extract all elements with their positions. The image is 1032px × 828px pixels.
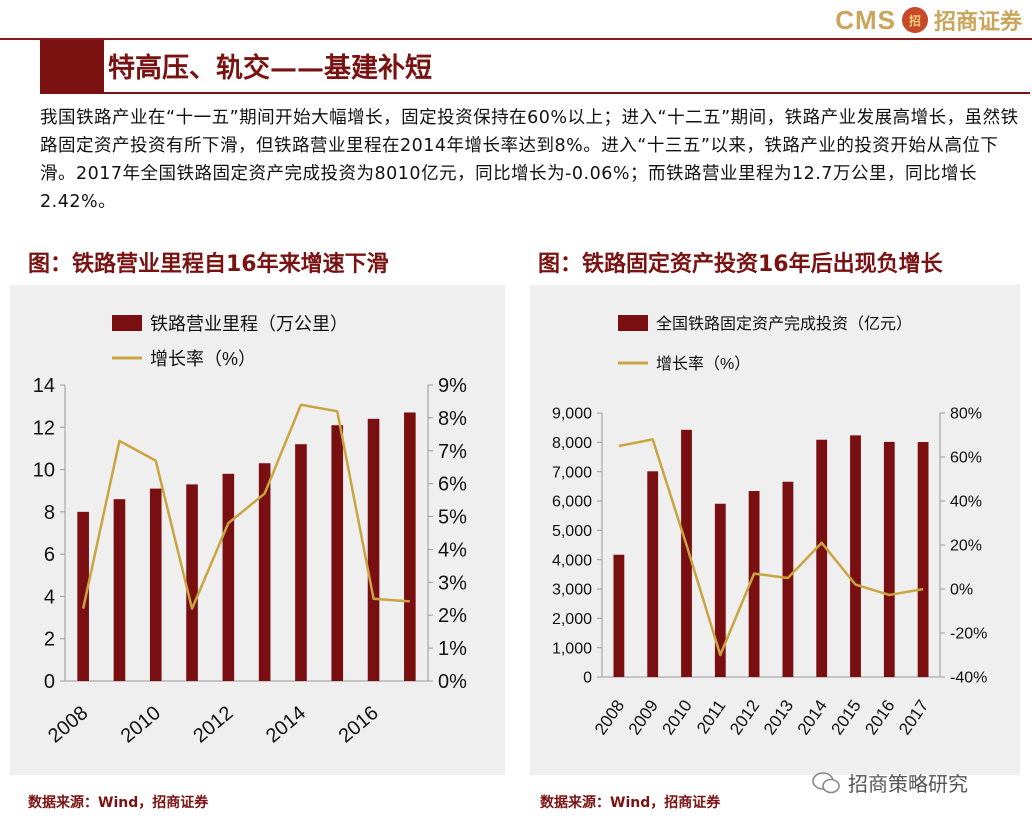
brand-logo-group: CMS 招 招商证券 xyxy=(835,4,1022,36)
right-tick-label: 3% xyxy=(438,572,467,594)
bar-2013 xyxy=(258,463,271,681)
right-tick-label: 0% xyxy=(438,671,467,693)
left-tick-label: 9,000 xyxy=(552,406,592,423)
bar-2017 xyxy=(917,442,929,677)
x-tick-label: 2010 xyxy=(117,702,165,747)
left-tick-label: 7,000 xyxy=(552,464,592,481)
left-tick-label: 3,000 xyxy=(552,582,592,599)
right-tick-label: 8% xyxy=(438,408,467,430)
bar-2010 xyxy=(681,429,692,677)
right-tick-label: 1% xyxy=(438,638,467,660)
bar-2009 xyxy=(113,499,126,681)
right-tick-label: 6% xyxy=(438,474,467,496)
left-tick-label: 0 xyxy=(44,671,55,693)
brand-cms-text: CMS xyxy=(835,4,896,35)
right-tick-label: 7% xyxy=(438,441,467,463)
title-accent-block xyxy=(40,40,104,92)
legend-line-label: 增长率（%） xyxy=(150,349,256,369)
right-tick-label: 5% xyxy=(438,507,467,529)
bar-2011 xyxy=(186,484,198,681)
left-tick-label: 8,000 xyxy=(552,435,592,452)
bar-2012 xyxy=(748,491,760,677)
growth-rate-line xyxy=(81,403,410,610)
x-tick-label: 2008 xyxy=(591,696,628,738)
right-tick-label: 20% xyxy=(950,538,982,555)
right-chart-panel: 0 1,000 2,000 3,000 4,000 5,000 6,000 7,000 8,00… xyxy=(530,285,1020,775)
right-data-source: 数据来源：Wind，招商证券 xyxy=(540,795,721,811)
title-underline xyxy=(40,92,1030,94)
brand-logo-icon: 招 xyxy=(901,7,928,33)
left-chart-title: 图：铁路营业里程自16年来增速下滑 xyxy=(28,252,389,277)
header-rule xyxy=(0,38,1032,40)
right-tick-label: -40% xyxy=(950,670,987,687)
left-data-source: 数据来源：Wind，招商证券 xyxy=(28,795,209,811)
bar-2008 xyxy=(77,511,89,681)
bar-2009 xyxy=(647,471,659,677)
bar-2016 xyxy=(883,441,895,677)
x-tick-label: 2008 xyxy=(44,702,92,747)
page-title: 特高压、轨交——基建补短 xyxy=(108,53,432,84)
left-tick-label: 0 xyxy=(583,670,592,687)
left-tick-label: 12 xyxy=(33,417,55,439)
x-tick-label: 2012 xyxy=(189,702,237,747)
x-tick-label: 2010 xyxy=(659,696,696,738)
x-tick-label: 2014 xyxy=(794,696,831,738)
x-tick-label: 2016 xyxy=(335,702,383,747)
legend-bar-swatch xyxy=(112,315,142,331)
bar-2015 xyxy=(850,435,861,677)
left-tick-label: 4 xyxy=(44,586,55,608)
brand-name: 招商证券 xyxy=(933,9,1022,35)
bar-2011 xyxy=(714,503,726,677)
legend-bar-label: 全国铁路固定资产完成投资（亿元） xyxy=(656,315,912,333)
right-tick-label: 40% xyxy=(950,494,982,511)
bar-2014 xyxy=(816,439,828,677)
bar-2014 xyxy=(295,444,307,681)
left-tick-label: 1,000 xyxy=(552,640,592,657)
bar-2010 xyxy=(149,488,162,681)
right-tick-label: -20% xyxy=(950,626,987,643)
x-tick-label: 2011 xyxy=(693,696,730,737)
x-tick-label: 2014 xyxy=(262,702,310,747)
left-tick-label: 6,000 xyxy=(552,494,592,511)
left-tick-label: 2 xyxy=(44,629,55,651)
left-tick-label: 14 xyxy=(33,375,55,397)
left-tick-label: 2,000 xyxy=(552,611,592,628)
right-tick-label: 60% xyxy=(950,450,982,467)
x-tick-label: 2015 xyxy=(828,696,865,738)
bar-2012 xyxy=(222,473,235,681)
legend-bar-swatch xyxy=(618,315,648,331)
legend-line-label: 增长率（%） xyxy=(656,355,750,373)
left-tick-label: 8 xyxy=(44,502,55,524)
left-tick-label: 4,000 xyxy=(552,552,592,569)
x-tick-label: 2017 xyxy=(895,696,932,738)
right-tick-label: 2% xyxy=(438,605,467,627)
right-chart-title: 图：铁路固定资产投资16年后出现负增长 xyxy=(538,252,943,277)
x-tick-label: 2013 xyxy=(760,696,797,738)
bar-2008 xyxy=(613,554,625,677)
right-tick-label: 9% xyxy=(438,375,467,397)
right-tick-label: 0% xyxy=(950,582,973,599)
right-chart: 0 1,000 2,000 3,000 4,000 5,000 6,000 7,000 8,00… xyxy=(552,315,987,738)
bar-2015 xyxy=(331,425,344,681)
left-chart: 0 2 4 6 8 10 12 14 0% 1% 2% 3% 4% 5% 6% 7% 8% 9% 2008 2010 2… xyxy=(33,314,467,748)
growth-rate-line xyxy=(618,438,924,657)
x-tick-label: 2009 xyxy=(625,696,662,738)
summary-paragraph: 我国铁路产业在“十一五”期间开始大幅增长，固定投资保持在60%以上；进入“十二五… xyxy=(40,108,1019,212)
left-tick-label: 6 xyxy=(44,544,55,566)
bar-2013 xyxy=(782,481,794,677)
right-tick-label: 4% xyxy=(438,539,467,561)
left-tick-label: 5,000 xyxy=(552,523,592,540)
left-tick-label: 10 xyxy=(33,460,55,482)
right-tick-label: 80% xyxy=(950,406,982,423)
x-tick-label: 2016 xyxy=(861,696,898,738)
x-tick-label: 2012 xyxy=(726,696,763,738)
bar-2016 xyxy=(367,418,380,681)
wechat-icon xyxy=(812,771,840,793)
wechat-watermark: 招商策略研究 xyxy=(812,768,968,797)
legend-bar-label: 铁路营业里程（万公里） xyxy=(150,314,348,334)
watermark-text: 招商策略研究 xyxy=(848,772,968,796)
left-chart-panel: 0 2 4 6 8 10 12 14 0% 1% 2% 3% 4% 5% 6% 7% 8% 9% 2008 2010 2… xyxy=(10,285,505,775)
bar-2017 xyxy=(404,412,416,681)
